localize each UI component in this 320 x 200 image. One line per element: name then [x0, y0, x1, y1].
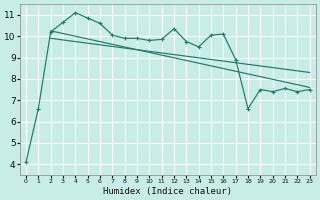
X-axis label: Humidex (Indice chaleur): Humidex (Indice chaleur) [103, 187, 232, 196]
